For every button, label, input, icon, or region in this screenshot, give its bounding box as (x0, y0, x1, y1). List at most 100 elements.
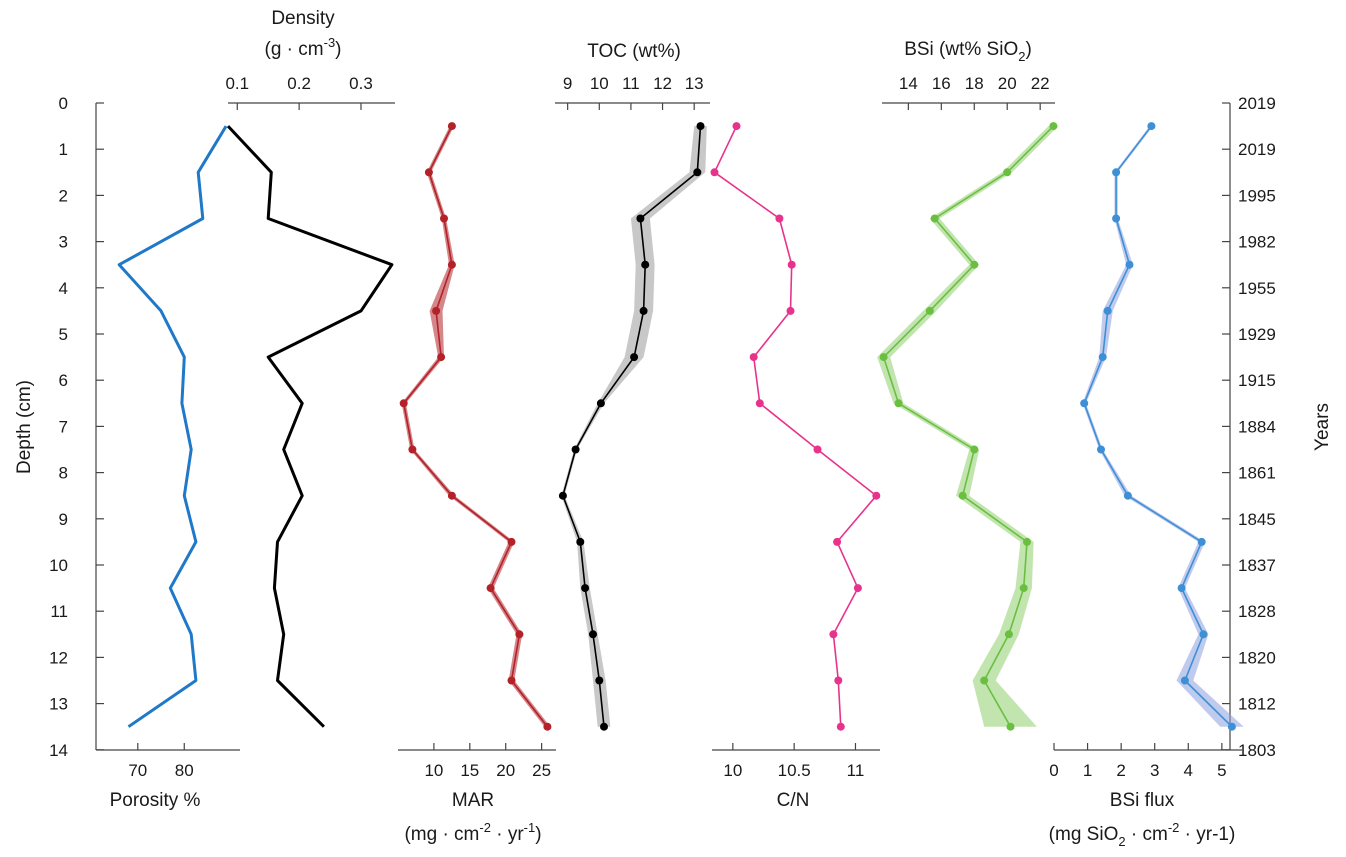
mar-tick-label: 15 (460, 761, 479, 780)
mar-point (440, 214, 448, 223)
years-tick-label: 1929 (1238, 325, 1276, 344)
mar-tick-label: 25 (532, 761, 551, 780)
bsi-flux-tick-label: 3 (1150, 761, 1159, 780)
years-axis-ticks: 2019 2019 1995 1982 1955 1929 1915 1884 1861 1845… (1222, 94, 1276, 760)
porosity-axis-label: Porosity % (110, 790, 201, 811)
bsi-line (882, 125, 1054, 728)
toc-point (600, 722, 608, 731)
mar-series (399, 122, 552, 731)
porosity-line (117, 125, 228, 728)
bsi-panel: 14 16 18 20 22 BSi (wt% SiO2) (877, 39, 1059, 731)
toc-point (576, 537, 585, 546)
toc-point (630, 353, 639, 362)
years-axis: 2019 2019 1995 1982 1955 1929 1915 1884 1861 1845… (1222, 94, 1333, 760)
toc-axis-ticks: 9 10 11 12 13 (563, 74, 704, 110)
density-series (226, 125, 394, 728)
bsi-point (970, 445, 979, 454)
bsi-flux-panel: 0 1 2 3 4 5 BSi flux (mg SiO2 · cm-2 · yr-1) (1049, 122, 1244, 849)
bsi-flux-axis-label-line2: (mg SiO2 · cm-2 · yr-1) (1049, 820, 1236, 849)
toc-panel: 9 10 11 12 13 TOC (wt%) (555, 41, 710, 731)
c-n-point (749, 353, 758, 362)
mar-point (437, 353, 446, 362)
toc-point (641, 260, 650, 269)
mar-tick-label: 20 (496, 761, 515, 780)
depth-tick-label: 2 (59, 186, 68, 205)
depth-axis-label: Depth (cm) (14, 380, 35, 474)
years-tick-label: 1803 (1238, 741, 1276, 760)
c-n-point (755, 399, 764, 408)
depth-tick-label: 1 (59, 140, 68, 159)
bsi-point (879, 353, 888, 362)
depth-tick-label: 5 (59, 325, 68, 344)
bsi-flux-point (1097, 445, 1105, 454)
depth-tick-label: 0 (59, 94, 68, 113)
depth-tick-label: 9 (59, 510, 68, 529)
mar-point (507, 537, 516, 546)
bsi-flux-point (1112, 168, 1121, 177)
mar-point (408, 445, 417, 454)
density-tick-label: 0.2 (287, 74, 311, 93)
years-tick-label: 1915 (1238, 371, 1276, 390)
toc-point (581, 584, 590, 593)
c-n-point (786, 306, 795, 315)
depth-tick-label: 4 (59, 279, 68, 298)
porosity-panel: 70 80 Porosity % (96, 125, 240, 811)
mar-axis-label-line1: MAR (452, 790, 494, 811)
bsi-flux-point (1103, 306, 1112, 315)
toc-series (558, 122, 707, 731)
depth-tick-label: 8 (59, 464, 68, 483)
depth-tick-label: 13 (49, 695, 68, 714)
cn-panel: 10 10.5 11 C/N (710, 122, 881, 811)
mar-axis-label-line2: (mg · cm-2 · yr-1) (404, 820, 541, 845)
bsi-flux-point (1112, 214, 1121, 223)
bsi-flux-point (1098, 353, 1107, 362)
years-tick-label: 1812 (1238, 695, 1276, 714)
c-n-point (787, 260, 796, 269)
c-n-point (833, 537, 842, 546)
years-tick-label: 1837 (1238, 556, 1276, 575)
mar-panel: 10 15 20 25 MAR (mg · cm-2 · yr-1) (398, 122, 556, 845)
bsi-flux-point (1123, 491, 1132, 500)
bsi-flux-series (1080, 122, 1244, 731)
bsi-flux-point (1227, 722, 1236, 731)
mar-uncertainty-band (401, 126, 551, 727)
bsi-flux-tick-label: 1 (1083, 761, 1092, 780)
bsi-point (930, 214, 939, 223)
density-tick-label: 0.1 (225, 74, 249, 93)
c-n-point (732, 122, 741, 131)
mar-tick-label: 10 (424, 761, 443, 780)
years-tick-label: 1995 (1238, 186, 1276, 205)
density-panel: 0.1 0.2 0.3 Density (g · cm-3) (225, 8, 395, 728)
years-tick-label: 2019 (1238, 140, 1276, 159)
bsi-point (1023, 537, 1031, 546)
bsi-flux-tick-label: 4 (1184, 761, 1193, 780)
toc-tick-label: 11 (622, 74, 640, 93)
porosity-axis-ticks: 70 80 (128, 743, 194, 780)
bsi-flux-point (1080, 399, 1089, 408)
bsi-point (925, 306, 934, 315)
toc-tick-label: 9 (563, 74, 572, 93)
cn-series (710, 122, 881, 731)
depth-tick-label: 3 (59, 233, 68, 252)
bsi-point (970, 260, 979, 269)
bsi-flux-point (1147, 122, 1156, 131)
mar-axis-ticks: 10 15 20 25 (424, 743, 551, 780)
cn-axis-label: C/N (777, 790, 810, 811)
toc-point (595, 676, 604, 685)
bsi-tick-label: 14 (899, 74, 918, 93)
toc-point (696, 122, 705, 131)
mar-point (447, 260, 456, 269)
c-n-point (829, 630, 838, 639)
years-tick-label: 1955 (1238, 279, 1276, 298)
years-tick-label: 1861 (1238, 464, 1276, 483)
bsi-axis-label: BSi (wt% SiO2) (904, 39, 1032, 64)
bsi-flux-tick-label: 2 (1116, 761, 1125, 780)
bsi-point (1003, 168, 1012, 177)
bsi-point (980, 676, 989, 685)
mar-point (507, 676, 516, 685)
bsi-axis-ticks: 14 16 18 20 22 (899, 74, 1050, 110)
years-tick-label: 1982 (1238, 233, 1276, 252)
density-axis-label-line2: (g · cm-3) (265, 35, 342, 60)
toc-point (596, 399, 605, 408)
bsi-point (958, 491, 967, 500)
